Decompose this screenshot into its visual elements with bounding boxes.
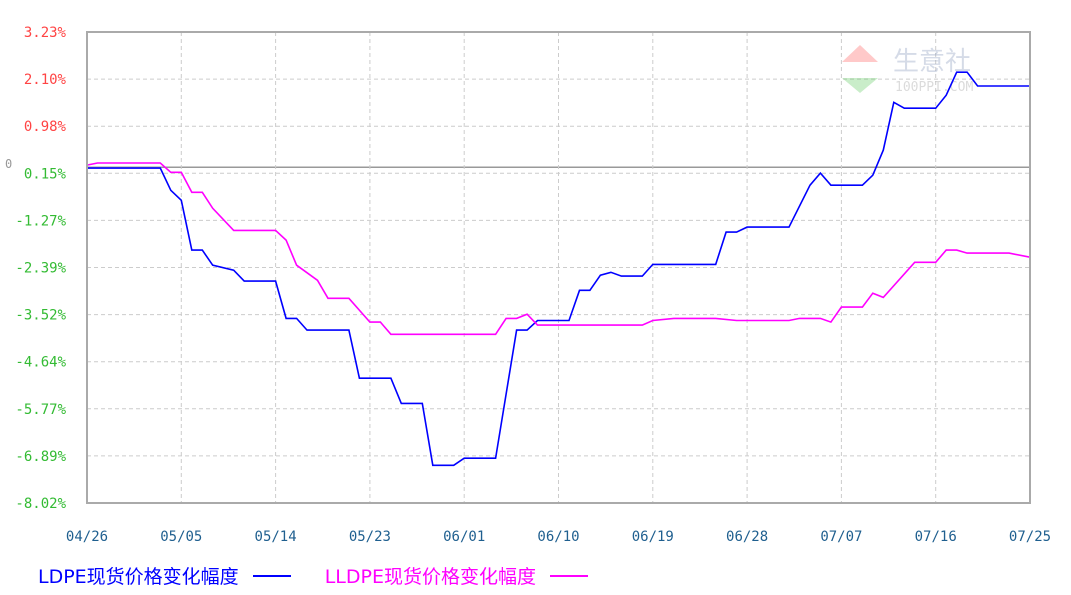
x-tick-label: 05/23 [349, 529, 391, 545]
legend: LDPE现货价格变化幅度 LLDPE现货价格变化幅度 [38, 562, 622, 589]
x-tick-label: 04/26 [66, 529, 108, 545]
x-tick-label: 05/05 [160, 529, 202, 545]
legend-label: LLDPE现货价格变化幅度 [324, 566, 536, 588]
series-line-ldpe [87, 71, 1030, 467]
legend-swatch [549, 574, 588, 577]
watermark-logo: 生意社 100PPI.COM [842, 45, 973, 95]
line-chart: 生意社 100PPI.COM 3.23% 2.10% 0.98% 0.15% -1.27… [5, 25, 1051, 545]
y-tick-label: -2.39% [15, 261, 66, 277]
series-line-lldpe [86, 162, 1031, 336]
watermark-site: 100PPI.COM [895, 80, 973, 95]
y-tick-label: 2.10% [24, 72, 67, 88]
y-tick-label: -5.77% [15, 402, 66, 418]
x-tick-label: 06/19 [632, 529, 674, 545]
legend-item-ldpe: LDPE现货价格变化幅度 [38, 562, 291, 589]
x-tick-label: 07/25 [1009, 529, 1051, 545]
logo-triangle-up [842, 45, 878, 62]
legend-label: LDPE现货价格变化幅度 [38, 566, 239, 588]
y-tick-label: -3.52% [15, 308, 66, 324]
x-tick-label: 06/28 [726, 529, 768, 545]
zero-label: 0 [5, 157, 12, 171]
grid [86, 31, 1031, 504]
plot-frame [86, 31, 1031, 504]
series-lines [86, 71, 1031, 467]
y-tick-label: -8.02% [15, 496, 66, 512]
x-tick-label: 07/07 [820, 529, 862, 545]
y-tick-label: -4.64% [15, 355, 66, 371]
y-tick-label: -1.27% [15, 213, 66, 229]
y-tick-label: 0.15% [24, 166, 67, 182]
legend-swatch [252, 574, 291, 577]
logo-triangle-down [842, 78, 878, 93]
legend-item-lldpe: LLDPE现货价格变化幅度 [325, 562, 588, 589]
x-tick-label: 07/16 [915, 529, 957, 545]
x-tick-label: 06/10 [537, 529, 579, 545]
x-tick-label: 05/14 [255, 529, 297, 545]
y-tick-label: -6.89% [15, 449, 66, 465]
y-tick-label: 3.23% [24, 25, 67, 41]
y-tick-label: 0.98% [24, 119, 67, 135]
x-axis: 04/26 05/05 05/14 05/23 06/01 06/10 06/19 06/28… [66, 529, 1051, 545]
x-tick-label: 06/01 [443, 529, 485, 545]
y-axis: 3.23% 2.10% 0.98% 0.15% -1.27% -2.39% -3.52% -4… [5, 25, 67, 512]
